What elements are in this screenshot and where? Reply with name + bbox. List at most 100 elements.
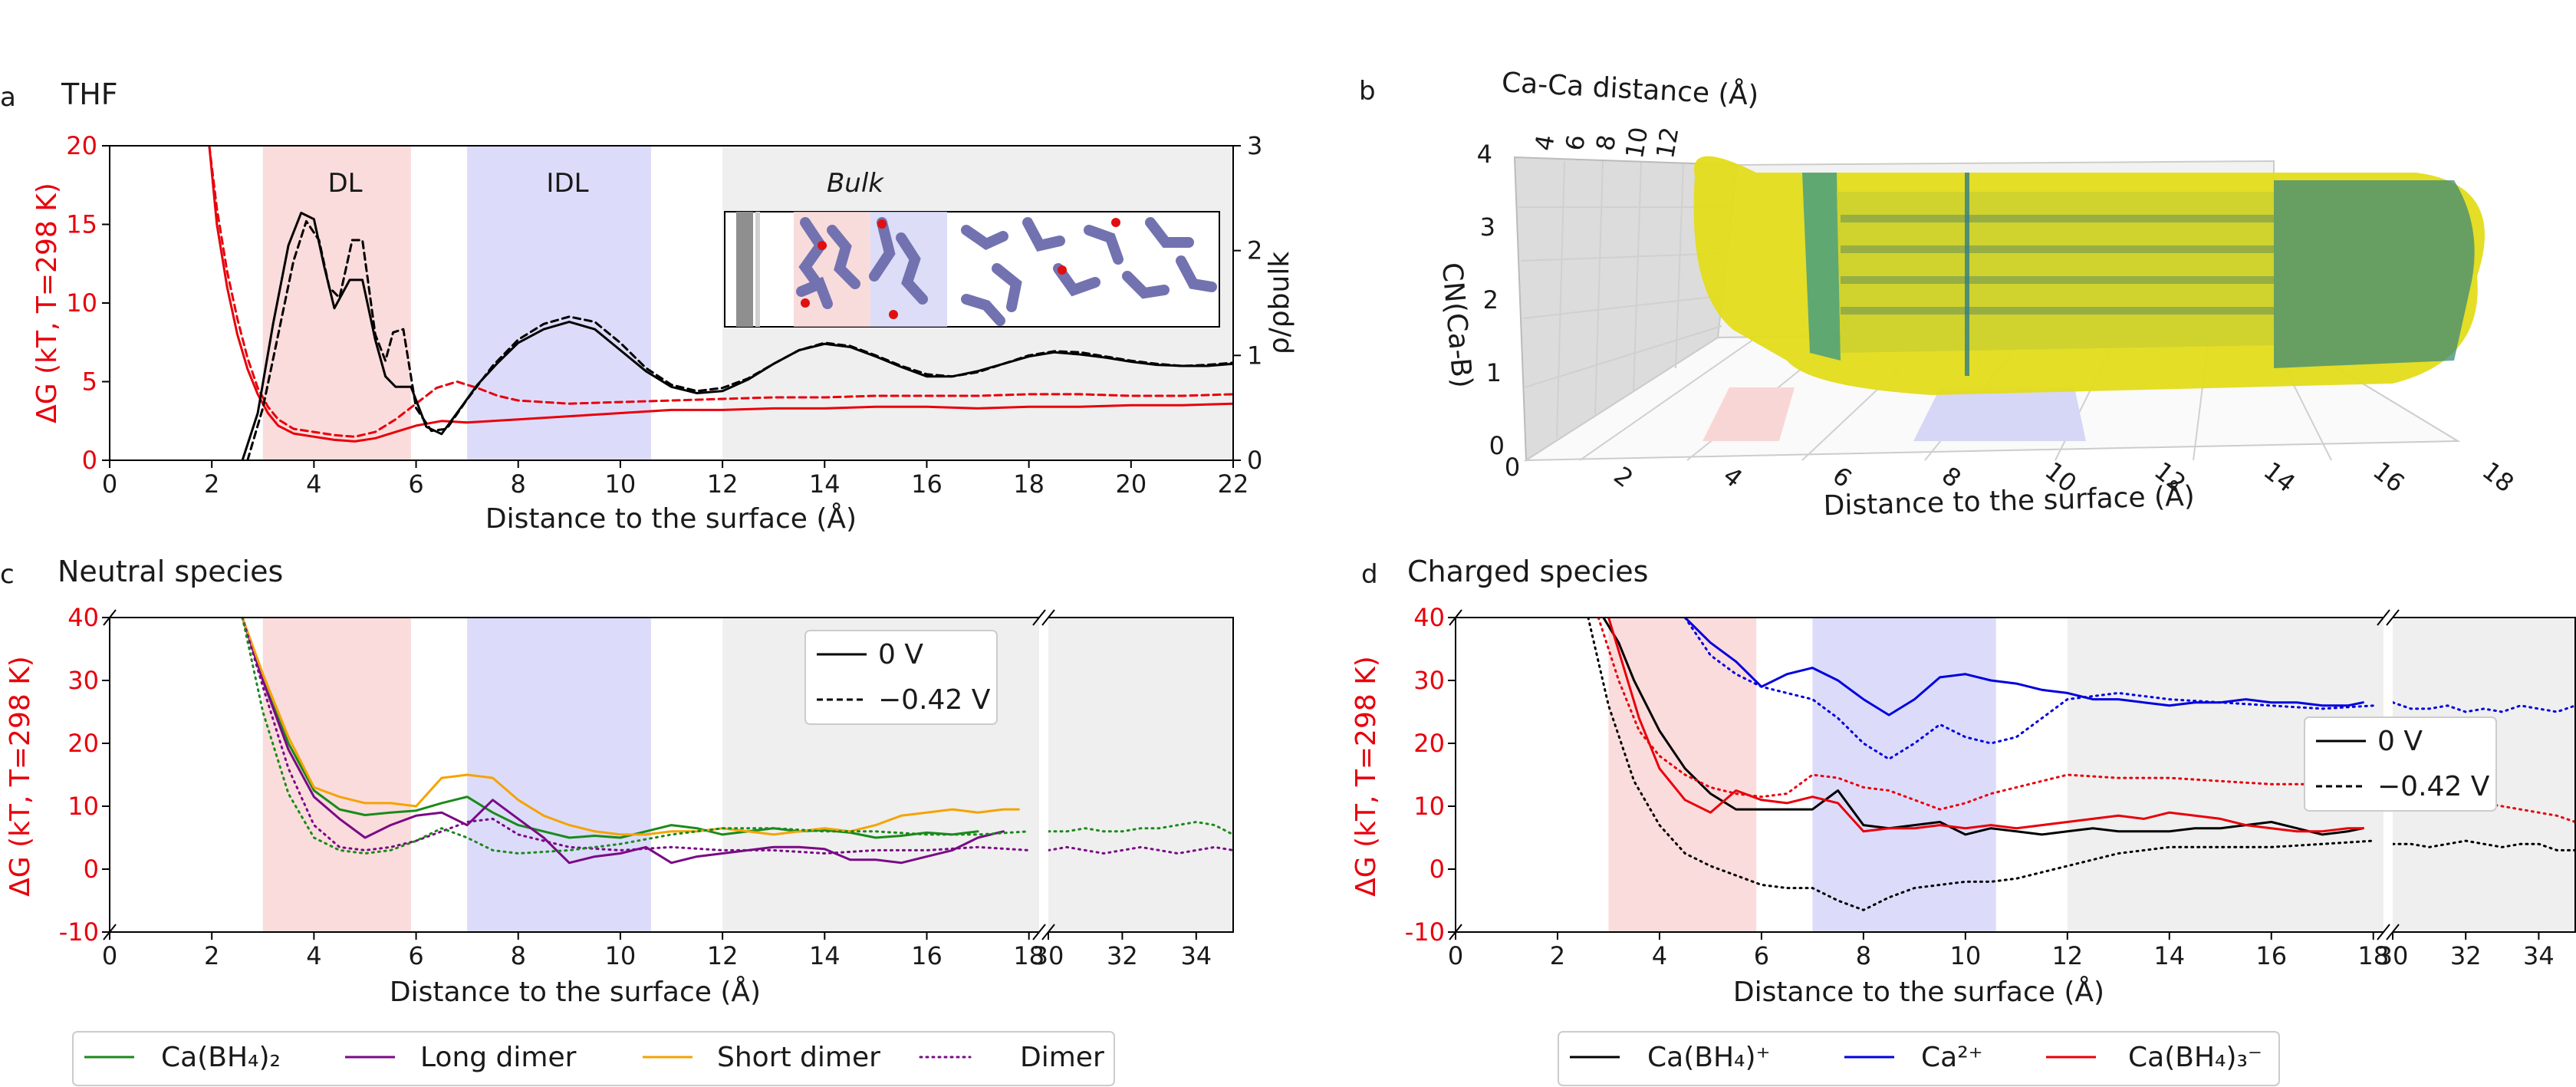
panel-a-title: THF [61, 77, 118, 111]
series-g-0-v [208, 146, 1233, 443]
panel-c-bottom-legend: Ca(BH₄)₂ Long dimer Short dimer Dimer [72, 1031, 1115, 1086]
ytick-label: 40 [1413, 603, 1445, 632]
ytick-label: -10 [59, 917, 99, 947]
xtick-label: 30 [1033, 941, 1064, 970]
panel-b: b [1359, 65, 2519, 522]
ytick-label: 20 [67, 729, 99, 758]
xtick-label: 10 [1949, 941, 1981, 970]
region-band [1812, 618, 1996, 932]
xtick-label: 12 [707, 941, 739, 970]
region-label-idl: IDL [546, 168, 588, 199]
frame-right [2393, 617, 2576, 933]
region-band [262, 618, 411, 932]
xtick-label: 14 [2153, 941, 2185, 970]
xtick-label: 16 [911, 469, 943, 499]
xtick-label: 14 [809, 941, 841, 970]
xtick-label: 2 [1608, 461, 1638, 493]
xtick-label: 18 [1013, 941, 1045, 970]
panel-d-bottom-legend: Ca(BH₄)⁺ Ca²⁺ Ca(BH₄)₃⁻ [1558, 1031, 2280, 1086]
xtick-label: 8 [511, 469, 526, 499]
series-left [241, 618, 1031, 865]
xtick-label: 20 [1115, 469, 1147, 499]
xtick-label: 16 [2367, 456, 2410, 498]
series-ca-0-42-v-right [2393, 701, 2575, 713]
xtick-label: 4 [1652, 941, 1667, 970]
ytick-label: -10 [1405, 917, 1445, 947]
ytick-label: 30 [67, 666, 99, 695]
xtick-label: 34 [1180, 941, 1212, 970]
series-short-dimer-0-v [241, 618, 1020, 836]
ytick-left-label: 20 [66, 131, 97, 160]
region-band [467, 618, 651, 932]
ztick-label: 6 [1560, 133, 1591, 153]
panel-d-inner-legend: 0 V −0.42 V [2304, 716, 2497, 812]
frame-left [109, 617, 1039, 933]
xtick-label: 32 [1107, 941, 1138, 970]
panel-d-letter: d [1361, 559, 1378, 590]
series-right [1048, 821, 1233, 855]
panel-b-zlabel: Ca-Ca distance (Å) [1501, 65, 1759, 112]
region-band [1048, 618, 1233, 932]
xtick-label: 12 [2051, 941, 2083, 970]
xtick-label: 2 [204, 469, 219, 499]
ytick-label: 4 [1477, 140, 1492, 169]
ytick-label: 0 [1429, 855, 1445, 884]
series-long-dimer-0-v [241, 618, 1005, 865]
ytick-label: 2 [1483, 285, 1499, 315]
series-dimer-0-42-v-right [1048, 845, 1233, 855]
xtick-label: 22 [1218, 469, 1249, 499]
legend-long-dimer: Long dimer [420, 1042, 577, 1073]
series-ca-bh-0-v [1607, 618, 2364, 833]
region-label-bulk: Bulk [827, 168, 884, 199]
inner-legend-042v: −0.42 V [2377, 771, 2490, 802]
series-g-0-42-v [208, 146, 1233, 438]
series-0-v [241, 212, 1233, 460]
legend-ca2plus: Ca²⁺ [1921, 1042, 1983, 1073]
legend-cabh4-3minus: Ca(BH₄)₃⁻ [2128, 1042, 2262, 1073]
panel-d-ylabel: ΔG (kT, T=298 K) [1351, 656, 1382, 897]
series-ca-0-42-v [1683, 618, 2375, 760]
panel-b-ylabel: CN(Ca-B) [1436, 262, 1478, 390]
panel-a-series [208, 146, 1233, 460]
xtick-label: 4 [1718, 461, 1748, 493]
xtick-label: 0 [1505, 453, 1520, 482]
series-0-42-v [246, 219, 1233, 460]
ytick-right-label: 0 [1247, 446, 1262, 475]
panel-d-title: Charged species [1407, 555, 1648, 588]
legend-dimer: Dimer [1020, 1042, 1104, 1073]
region-label-dl: DL [327, 168, 362, 199]
xtick-label: 6 [1754, 941, 1769, 970]
xtick-label: 14 [2259, 456, 2301, 498]
legend-cabh4-plus: Ca(BH₄)⁺ [1647, 1042, 1771, 1073]
panel-a-ylabel-right: ρ/ρbulk [1264, 252, 1295, 355]
panel-a-molecular-snapshot-inset [724, 211, 1220, 328]
frame-left [1455, 617, 2384, 933]
xtick-label: 12 [707, 469, 739, 499]
xtick-label: 18 [2477, 456, 2519, 498]
ztick-label: 12 [1650, 125, 1684, 161]
ytick-right-label: 2 [1247, 236, 1262, 265]
panel-b-xlabel: Distance to the surface (Å) [1823, 479, 2195, 522]
series-ca-bh-0-v [241, 618, 979, 839]
xtick-label: 6 [408, 941, 423, 970]
xtick-label: 2 [1550, 941, 1565, 970]
xtick-label: 2 [204, 941, 219, 970]
xtick-label: 6 [1827, 461, 1857, 493]
series-left [1587, 618, 2375, 911]
xtick-label: 6 [408, 469, 423, 499]
xtick-label: 10 [605, 469, 637, 499]
panel-c-title: Neutral species [58, 555, 283, 588]
panel-a: a THF [0, 77, 1295, 535]
series-ca-bh-0-42-v [1587, 618, 2375, 911]
series-ca-bh-0-42-v-right [1048, 821, 1233, 836]
xtick-label: 16 [2255, 941, 2287, 970]
xtick-label: 14 [809, 469, 841, 499]
xtick-label: 10 [605, 941, 637, 970]
region-band-idl [467, 146, 651, 460]
xtick-label: 18 [1013, 469, 1045, 499]
ytick-label: 0 [1489, 431, 1505, 460]
